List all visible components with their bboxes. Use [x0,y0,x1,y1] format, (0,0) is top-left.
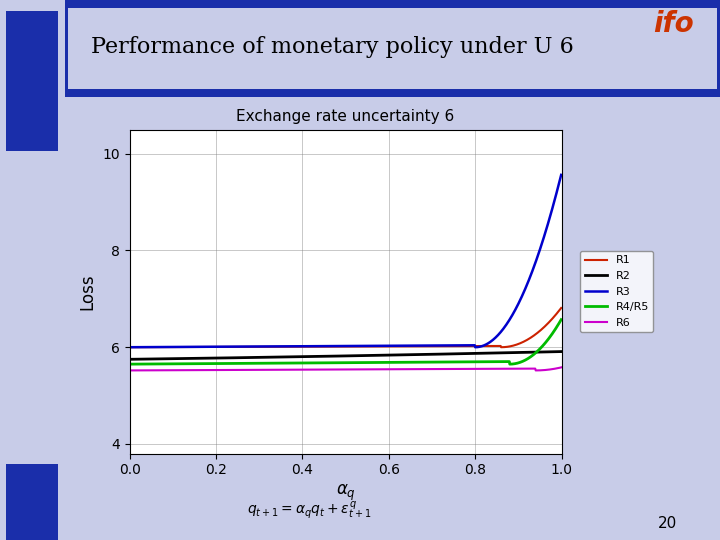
R1 [462,343,470,349]
Text: ifo: ifo [653,10,694,38]
Title: Exchange rate uncertainty 6: Exchange rate uncertainty 6 [236,109,455,124]
R3 [315,343,324,349]
R1 [300,343,308,350]
Bar [6,464,58,540]
R6 [125,367,134,374]
R2 [469,350,478,357]
Line: R3: R3 [130,175,561,347]
R3 [300,343,308,349]
R3 [422,342,431,349]
R6 [169,367,178,374]
R2 [315,353,324,360]
Line: R6: R6 [130,367,561,370]
R6 [315,366,324,373]
R4/R5 [462,359,470,365]
R6 [557,364,565,370]
R1 [169,344,178,350]
R2 [169,355,178,362]
R1 [557,305,565,311]
R4/R5 [125,361,134,367]
R2 [557,348,565,355]
Legend: R1, R2, R3, R4/R5, R6: R1, R2, R3, R4/R5, R6 [580,251,654,332]
R3 [557,172,565,178]
Line: R4/R5: R4/R5 [130,320,561,364]
R4/R5 [469,359,478,365]
X-axis label: $\alpha_q$: $\alpha_q$ [336,483,356,503]
R6 [462,366,470,372]
Text: Performance of monetary policy under U 6: Performance of monetary policy under U 6 [91,36,574,58]
R3 [469,342,478,348]
R2 [125,356,134,362]
Text: 20: 20 [657,516,677,531]
R3 [462,342,470,348]
Bar [68,8,716,90]
R6 [300,367,308,373]
R4/R5 [300,360,308,366]
R6 [422,366,431,373]
R1 [125,344,134,350]
Bar [6,11,58,151]
R6 [469,366,478,372]
R4/R5 [169,361,178,367]
R2 [422,351,431,357]
Line: R2: R2 [130,352,561,359]
Text: $q_{t+1} = \alpha_q q_t + \varepsilon^q_{t+1}$: $q_{t+1} = \alpha_q q_t + \varepsilon^q_… [248,500,372,521]
Line: R1: R1 [130,308,561,347]
R1 [315,343,324,350]
R2 [300,353,308,360]
R2 [462,350,470,357]
R4/R5 [315,360,324,366]
R3 [169,344,178,350]
R4/R5 [422,359,431,366]
R4/R5 [557,316,565,323]
Y-axis label: Loss: Loss [78,273,96,310]
R3 [125,344,134,350]
R1 [469,343,478,349]
R1 [422,343,431,349]
